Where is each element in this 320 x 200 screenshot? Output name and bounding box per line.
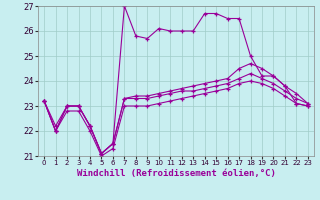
X-axis label: Windchill (Refroidissement éolien,°C): Windchill (Refroidissement éolien,°C) — [76, 169, 276, 178]
